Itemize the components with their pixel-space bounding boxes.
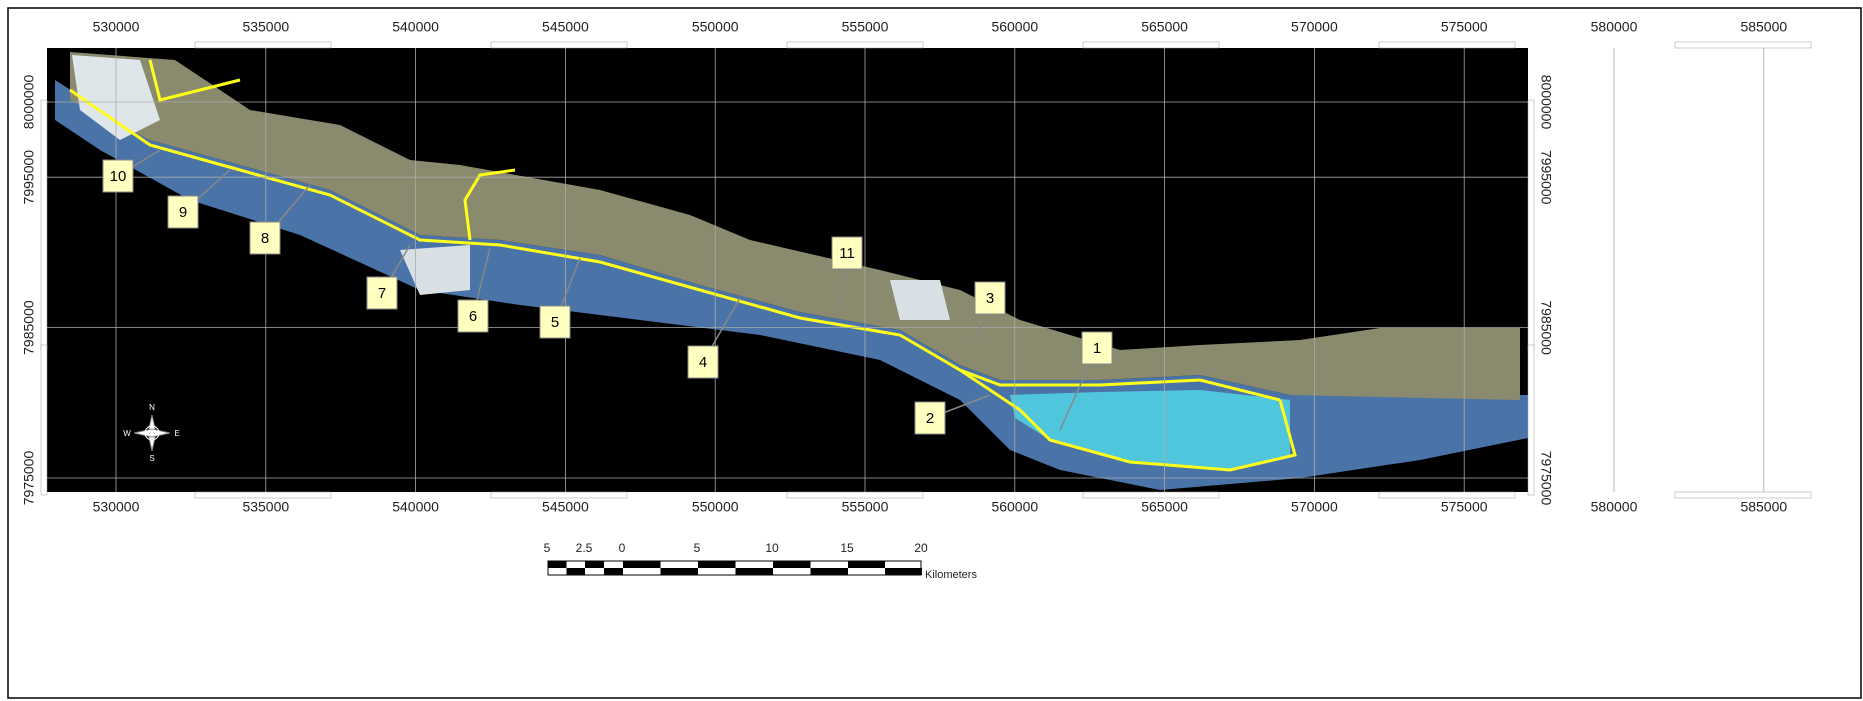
frame-bar bbox=[1379, 492, 1515, 498]
scale-segment bbox=[661, 568, 699, 575]
x-tick-label: 555000 bbox=[842, 19, 889, 35]
frame-bar bbox=[41, 100, 47, 350]
frame-bar bbox=[1675, 492, 1811, 498]
scale-segment bbox=[848, 561, 885, 568]
frame-bar bbox=[195, 42, 331, 48]
y-tick-label: 7985000 bbox=[21, 300, 37, 355]
x-tick-label: 580000 bbox=[1591, 19, 1638, 35]
frame-bar bbox=[787, 492, 923, 498]
x-tick-label: 540000 bbox=[392, 19, 439, 35]
x-tick-label: 530000 bbox=[93, 19, 140, 35]
callout-label: 2 bbox=[926, 410, 934, 427]
scale-label: 2.5 bbox=[576, 541, 593, 555]
scale-segment bbox=[736, 568, 774, 575]
frame-bar bbox=[491, 42, 627, 48]
scale-segment bbox=[548, 561, 567, 568]
frame-bar bbox=[195, 492, 331, 498]
callout-label: 11 bbox=[839, 245, 855, 262]
frame-bar bbox=[1528, 345, 1534, 495]
callout-label: 10 bbox=[110, 168, 127, 185]
scale-unit: Kilometers bbox=[925, 569, 977, 581]
x-tick-label: 575000 bbox=[1441, 19, 1488, 35]
y-tick-label: 7975000 bbox=[21, 451, 37, 506]
scale-label: 5 bbox=[544, 541, 551, 555]
x-tick-label: 530000 bbox=[93, 499, 140, 515]
x-tick-label: 535000 bbox=[242, 19, 289, 35]
callout-label: 1 bbox=[1093, 340, 1101, 357]
compass-south: S bbox=[149, 454, 154, 463]
y-tick-label: 7995000 bbox=[1538, 150, 1554, 205]
y-tick-label: 8000000 bbox=[21, 75, 37, 130]
scale-label: 20 bbox=[914, 541, 928, 555]
callout-label: 4 bbox=[699, 354, 707, 371]
x-tick-label: 585000 bbox=[1740, 19, 1787, 35]
y-tick-label: 7995000 bbox=[21, 150, 37, 205]
frame-bar bbox=[1675, 42, 1811, 48]
map-figure: 5300005300005350005350005400005400005450… bbox=[0, 0, 1863, 701]
scale-segment bbox=[604, 568, 623, 575]
x-tick-label: 540000 bbox=[392, 499, 439, 515]
callout-label: 8 bbox=[261, 230, 269, 247]
x-tick-label: 560000 bbox=[991, 499, 1038, 515]
x-tick-label: 560000 bbox=[991, 19, 1038, 35]
y-tick-label: 8000000 bbox=[1538, 75, 1554, 130]
compass-west: W bbox=[123, 429, 131, 438]
scale-segment bbox=[567, 568, 586, 575]
y-tick-label: 7975000 bbox=[1538, 451, 1554, 506]
compass-north: N bbox=[149, 403, 155, 412]
scale-label: 5 bbox=[694, 541, 701, 555]
callout-label: 9 bbox=[179, 204, 187, 221]
y-tick-label: 7985000 bbox=[1538, 300, 1554, 355]
x-tick-label: 550000 bbox=[692, 19, 739, 35]
callout-label: 6 bbox=[469, 308, 477, 325]
scale-label: 10 bbox=[765, 541, 779, 555]
scale-label: 15 bbox=[840, 541, 854, 555]
frame-bar bbox=[1528, 100, 1534, 350]
scale-segment bbox=[698, 561, 736, 568]
callout-label: 3 bbox=[986, 290, 994, 307]
frame-bar bbox=[1083, 492, 1219, 498]
x-tick-label: 550000 bbox=[692, 499, 739, 515]
frame-bar bbox=[491, 492, 627, 498]
x-tick-label: 545000 bbox=[542, 499, 589, 515]
scale-label: 0 bbox=[619, 541, 626, 555]
x-tick-label: 535000 bbox=[242, 499, 289, 515]
scale-segment bbox=[623, 561, 661, 568]
x-tick-label: 545000 bbox=[542, 19, 589, 35]
frame-bar bbox=[1379, 42, 1515, 48]
x-tick-label: 575000 bbox=[1441, 499, 1488, 515]
frame-bar bbox=[41, 345, 47, 495]
scale-segment bbox=[811, 568, 849, 575]
x-tick-label: 555000 bbox=[842, 499, 889, 515]
frame-bar bbox=[1083, 42, 1219, 48]
x-tick-label: 580000 bbox=[1591, 499, 1638, 515]
cloud-patch bbox=[890, 280, 950, 320]
x-tick-label: 565000 bbox=[1141, 499, 1188, 515]
x-tick-label: 585000 bbox=[1740, 499, 1787, 515]
scale-segment bbox=[773, 561, 811, 568]
x-tick-label: 570000 bbox=[1291, 19, 1338, 35]
callout-label: 7 bbox=[378, 285, 386, 302]
compass-east: E bbox=[174, 429, 179, 438]
scale-segment bbox=[585, 561, 604, 568]
scale-segment bbox=[885, 568, 922, 575]
callout-label: 5 bbox=[551, 314, 559, 331]
x-tick-label: 570000 bbox=[1291, 499, 1338, 515]
x-tick-label: 565000 bbox=[1141, 19, 1188, 35]
page: {"map": { "x_ticks": [530000, 535000, 54… bbox=[0, 0, 1863, 701]
frame-bar bbox=[787, 42, 923, 48]
